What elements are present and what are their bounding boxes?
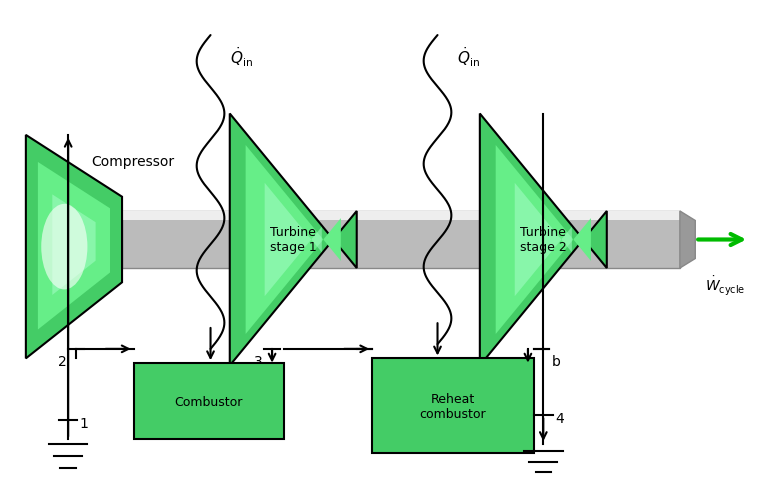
Ellipse shape xyxy=(41,204,88,290)
Text: 2: 2 xyxy=(58,354,67,368)
Polygon shape xyxy=(480,114,607,366)
Text: Combustor: Combustor xyxy=(174,395,243,408)
Polygon shape xyxy=(38,163,110,330)
Text: Turbine
stage 2: Turbine stage 2 xyxy=(520,226,567,254)
FancyBboxPatch shape xyxy=(133,363,284,439)
Text: $\dot{Q}_{\mathrm{in}}$: $\dot{Q}_{\mathrm{in}}$ xyxy=(229,46,253,69)
Text: 1: 1 xyxy=(80,416,88,430)
FancyBboxPatch shape xyxy=(372,359,534,454)
Text: Turbine
stage 1: Turbine stage 1 xyxy=(270,226,317,254)
Text: a: a xyxy=(374,354,383,368)
Text: Reheat
combustor: Reheat combustor xyxy=(419,392,486,420)
Polygon shape xyxy=(246,146,341,334)
Text: $\dot{Q}_{\mathrm{in}}$: $\dot{Q}_{\mathrm{in}}$ xyxy=(456,46,480,69)
Polygon shape xyxy=(265,183,322,297)
Text: Compressor: Compressor xyxy=(91,155,174,168)
Polygon shape xyxy=(680,212,695,268)
Polygon shape xyxy=(52,195,95,295)
Polygon shape xyxy=(26,136,122,359)
Text: 4: 4 xyxy=(555,411,563,425)
Polygon shape xyxy=(515,183,572,297)
Polygon shape xyxy=(229,114,356,366)
Polygon shape xyxy=(122,212,680,268)
Text: 3: 3 xyxy=(254,354,263,368)
Text: b: b xyxy=(551,354,560,368)
Polygon shape xyxy=(496,146,591,334)
Text: $\dot{W}_{\mathrm{cycle}}$: $\dot{W}_{\mathrm{cycle}}$ xyxy=(704,273,746,296)
Polygon shape xyxy=(122,212,680,221)
